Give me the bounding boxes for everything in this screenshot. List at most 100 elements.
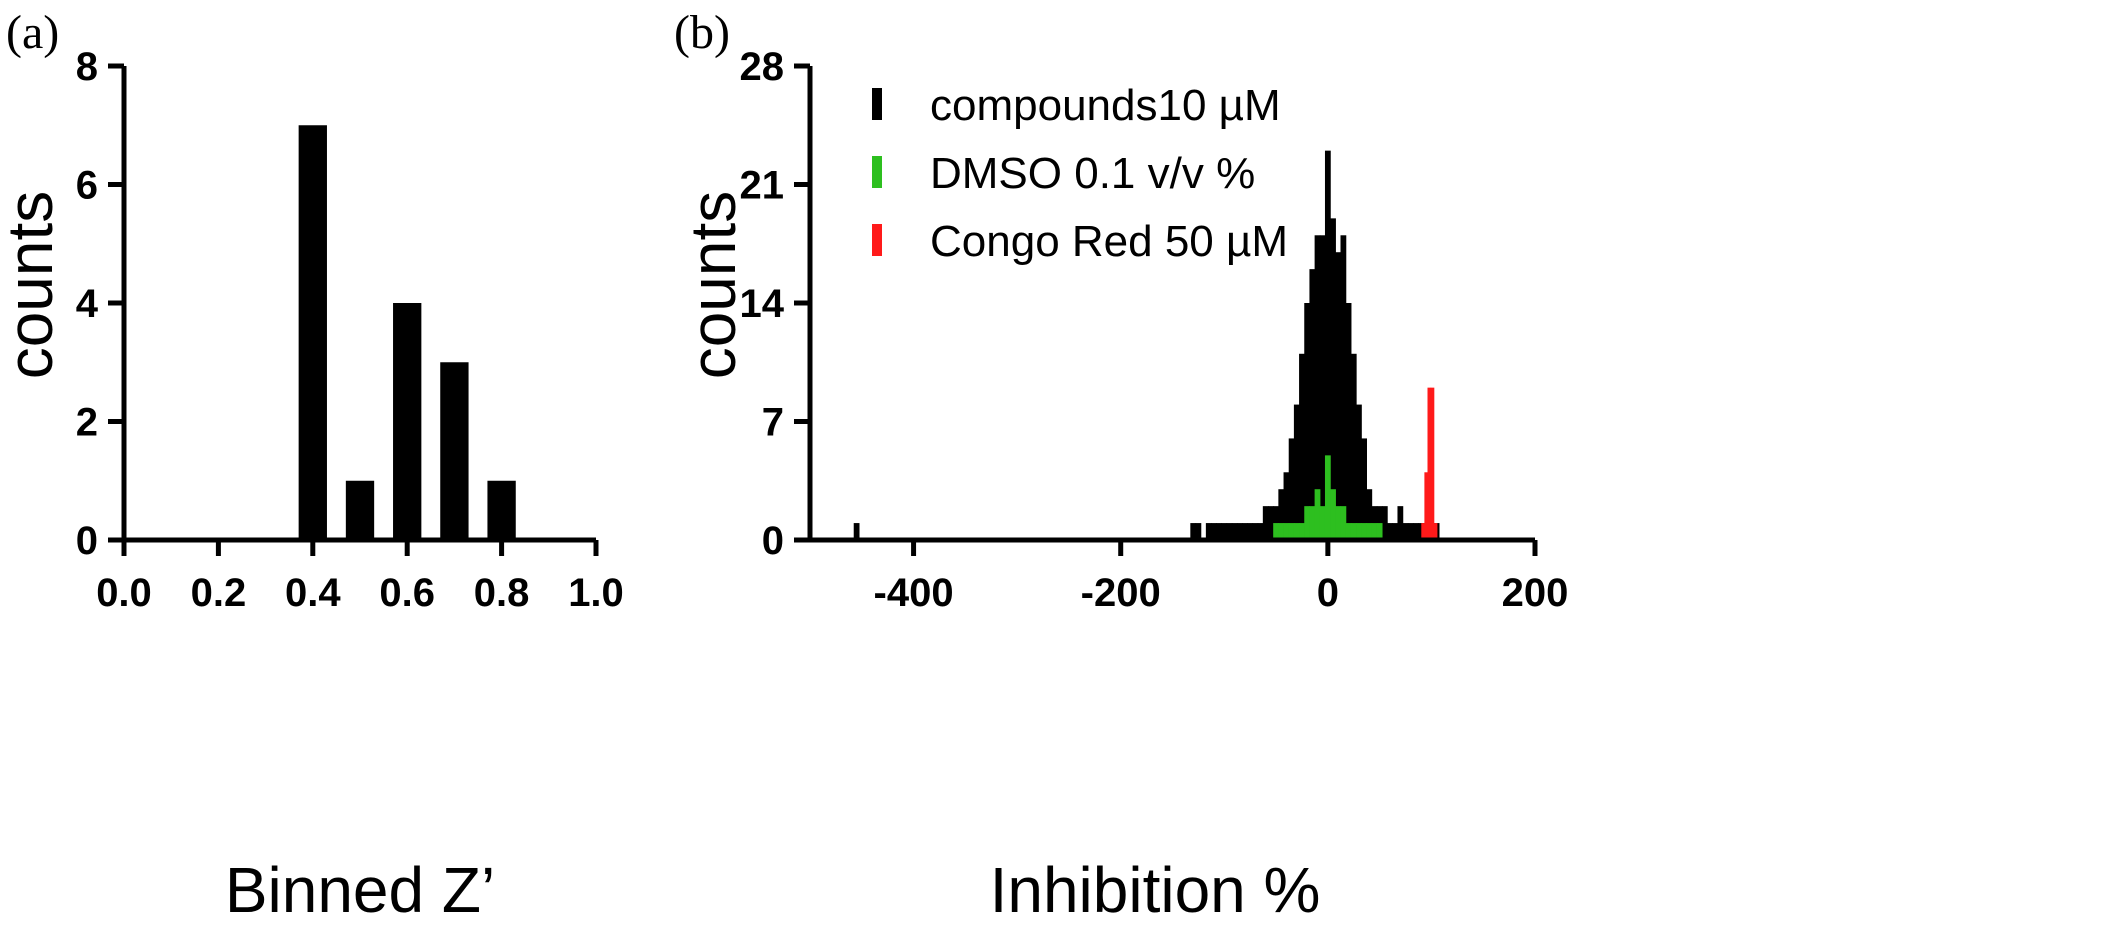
y-tick-label: 14 (740, 282, 785, 326)
histogram-bar (1430, 387, 1435, 540)
legend-swatch (872, 156, 882, 188)
histogram-bar (1278, 489, 1285, 540)
histogram-bar (1236, 523, 1243, 540)
histogram-bar (1221, 523, 1228, 540)
histogram-bar (1350, 353, 1357, 540)
histogram-bar (1273, 523, 1279, 540)
histogram-bar (1319, 235, 1326, 541)
histogram-bar (1413, 523, 1419, 540)
histogram-bar (1330, 489, 1336, 540)
histogram-bar (1324, 455, 1331, 540)
histogram-bar (1314, 489, 1321, 540)
axes-b: 0 7 14 21 28 -400 -200 0 200 (740, 45, 1569, 615)
histogram-bar (1262, 506, 1269, 540)
x-tick-label: 0.6 (379, 571, 435, 615)
histogram-bar (1195, 523, 1202, 540)
x-tick-label: 0.8 (474, 571, 530, 615)
histogram-bar (1278, 523, 1285, 540)
histogram-bar (1319, 506, 1326, 540)
y-axis-title-b: counts (677, 191, 749, 380)
y-tick-label: 7 (762, 401, 784, 445)
histogram-bar (1345, 303, 1352, 540)
histogram-bar (1288, 438, 1295, 540)
histogram-bar (1283, 523, 1290, 540)
legend-label: compounds10 µM (930, 81, 1281, 130)
histogram-bar (1424, 472, 1429, 540)
panel-label-b: (b) (674, 6, 730, 59)
histogram-bar (1293, 404, 1300, 540)
x-tick-label: 0.2 (191, 571, 247, 615)
bars-b (853, 150, 1440, 541)
histogram-bar (1397, 506, 1404, 540)
histogram-bar (1335, 506, 1342, 540)
x-tick-label: -400 (874, 571, 954, 615)
bar (393, 303, 422, 540)
histogram-bar (1350, 523, 1357, 540)
histogram-bar (1356, 523, 1362, 540)
histogram-bar (1345, 523, 1352, 540)
histogram-bar (1314, 235, 1321, 541)
histogram-bar (1330, 218, 1336, 540)
y-tick-label: 0 (762, 519, 784, 563)
histogram-bar (1361, 523, 1367, 540)
y-tick-label: 21 (740, 164, 785, 208)
histogram-bar (1205, 523, 1212, 540)
histogram-bar (1376, 523, 1383, 540)
x-tick-label: 200 (1502, 571, 1569, 615)
histogram-bar (1216, 523, 1222, 540)
y-axis-title-a: counts (0, 191, 66, 380)
bars-a (298, 125, 516, 540)
y-tick-label: 6 (76, 164, 98, 208)
histogram-bar (1268, 506, 1274, 540)
histogram-panel-b: (b) 0 7 14 21 28 -400 -200 0 200 compounds10 µM D… (674, 6, 1568, 926)
histogram-bar (1242, 523, 1248, 540)
histogram-bar (1402, 523, 1409, 540)
histogram-bar (1366, 523, 1373, 540)
bar (487, 480, 516, 540)
histogram-bar (1340, 506, 1347, 540)
histogram-bar (1190, 523, 1197, 540)
histogram-bar (1361, 438, 1367, 540)
histogram-bar (1299, 523, 1305, 540)
histogram-bar (1366, 489, 1373, 540)
bar (440, 362, 469, 540)
histogram-bar (1288, 523, 1295, 540)
series-bars (853, 150, 1440, 541)
histogram-panel-a: (a) 0 2 4 6 8 0.0 0.2 0.4 0.6 0.8 1.0 Binned Z’ co… (0, 6, 624, 926)
histogram-bar (1418, 523, 1424, 540)
histogram-bar (1247, 523, 1254, 540)
histogram-bar (1304, 506, 1311, 540)
histogram-bar (1335, 252, 1342, 540)
legend-swatch (872, 88, 882, 120)
legend-b: compounds10 µM DMSO 0.1 v/v % Congo Red 50… (872, 81, 1288, 266)
histogram-bar (1433, 523, 1438, 540)
x-tick-label: -200 (1081, 571, 1161, 615)
histogram-bar (1324, 150, 1331, 540)
y-tick-label: 4 (76, 282, 99, 326)
x-tick-label: 0.0 (96, 571, 152, 615)
histogram-bar (1407, 523, 1414, 540)
histogram-bar (1283, 472, 1290, 540)
y-tick-label: 28 (740, 45, 785, 89)
histogram-bar (1356, 404, 1362, 540)
histogram-bar (1309, 506, 1316, 540)
y-tick-label: 2 (76, 401, 98, 445)
histogram-bar (1421, 523, 1425, 540)
histogram-bar (1252, 523, 1259, 540)
histogram-bar (1299, 353, 1305, 540)
histogram-bar (1226, 523, 1233, 540)
x-axis-title-a: Binned Z’ (225, 854, 495, 926)
series-bars (1421, 387, 1438, 540)
histogram-bar (1340, 235, 1347, 541)
legend-swatch (872, 224, 882, 256)
histogram-bar (1387, 523, 1393, 540)
bar (345, 480, 375, 540)
x-axis-title-b: Inhibition % (990, 854, 1321, 926)
axes-a: 0 2 4 6 8 0.0 0.2 0.4 0.6 0.8 1.0 (76, 45, 624, 615)
series-bars (1273, 455, 1383, 540)
histogram-bar (1257, 523, 1264, 540)
x-tick-label: 0.4 (285, 571, 341, 615)
histogram-bar (1381, 506, 1388, 540)
histogram-bar (853, 523, 860, 540)
